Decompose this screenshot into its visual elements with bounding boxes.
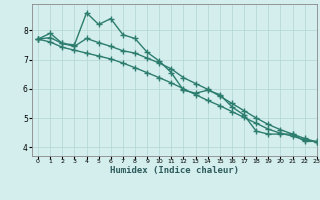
X-axis label: Humidex (Indice chaleur): Humidex (Indice chaleur) (110, 166, 239, 175)
